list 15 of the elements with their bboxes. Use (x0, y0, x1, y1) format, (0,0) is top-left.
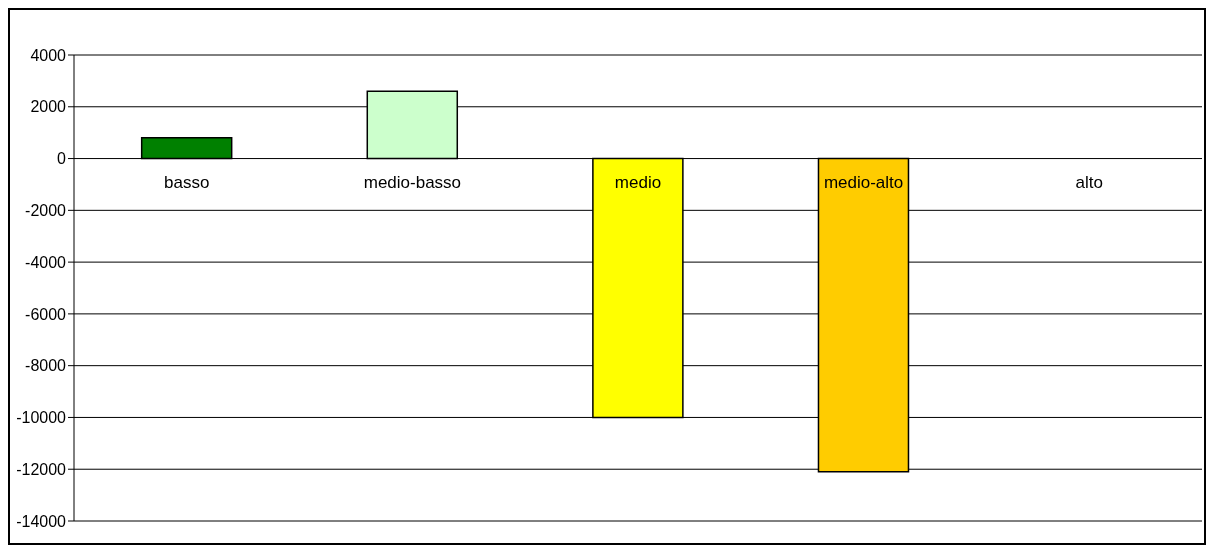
x-tick-label: medio-basso (363, 172, 462, 192)
y-tick-label: 4000 (30, 46, 67, 64)
y-tick-label: -12000 (16, 460, 67, 478)
y-tick-label: 2000 (30, 98, 67, 116)
y-tick-label: -14000 (16, 512, 67, 530)
x-tick-label: medio (614, 172, 662, 192)
y-tick-label: -4000 (25, 253, 67, 271)
y-tick-label: -10000 (16, 409, 67, 427)
y-tick-label: -2000 (25, 202, 67, 220)
x-tick-label: basso (164, 172, 210, 192)
x-tick-label: medio-alto (823, 172, 904, 192)
y-tick-label: -6000 (25, 305, 67, 323)
x-tick-label: alto (1075, 172, 1103, 192)
y-tick-label: 0 (57, 150, 67, 168)
y-tick-label: -8000 (25, 357, 67, 375)
